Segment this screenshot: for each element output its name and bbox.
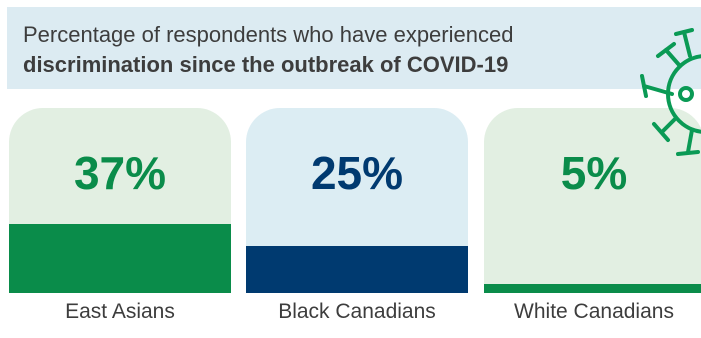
- bar-group-black-canadians: 25%: [246, 108, 468, 293]
- bar: [484, 284, 701, 293]
- virus-icon: [640, 28, 701, 156]
- chart-title-line1: Percentage of respondents who have exper…: [23, 22, 514, 47]
- data-label: 37%: [73, 147, 167, 199]
- category-label: Black Canadians: [278, 300, 436, 323]
- chart-title-line2: discrimination since the outbreak of COV…: [23, 52, 509, 77]
- bar-group-east-asians: 37%: [9, 108, 231, 293]
- data-label: 5%: [560, 147, 628, 199]
- data-label: 25%: [310, 147, 404, 199]
- bar: [246, 246, 468, 293]
- chart-title-box: Percentage of respondents who have exper…: [7, 7, 701, 89]
- bar: [9, 224, 231, 293]
- category-label: East Asians: [65, 300, 175, 323]
- category-label: White Canadians: [514, 300, 674, 323]
- bar-group-white-canadians: 5%: [484, 108, 701, 293]
